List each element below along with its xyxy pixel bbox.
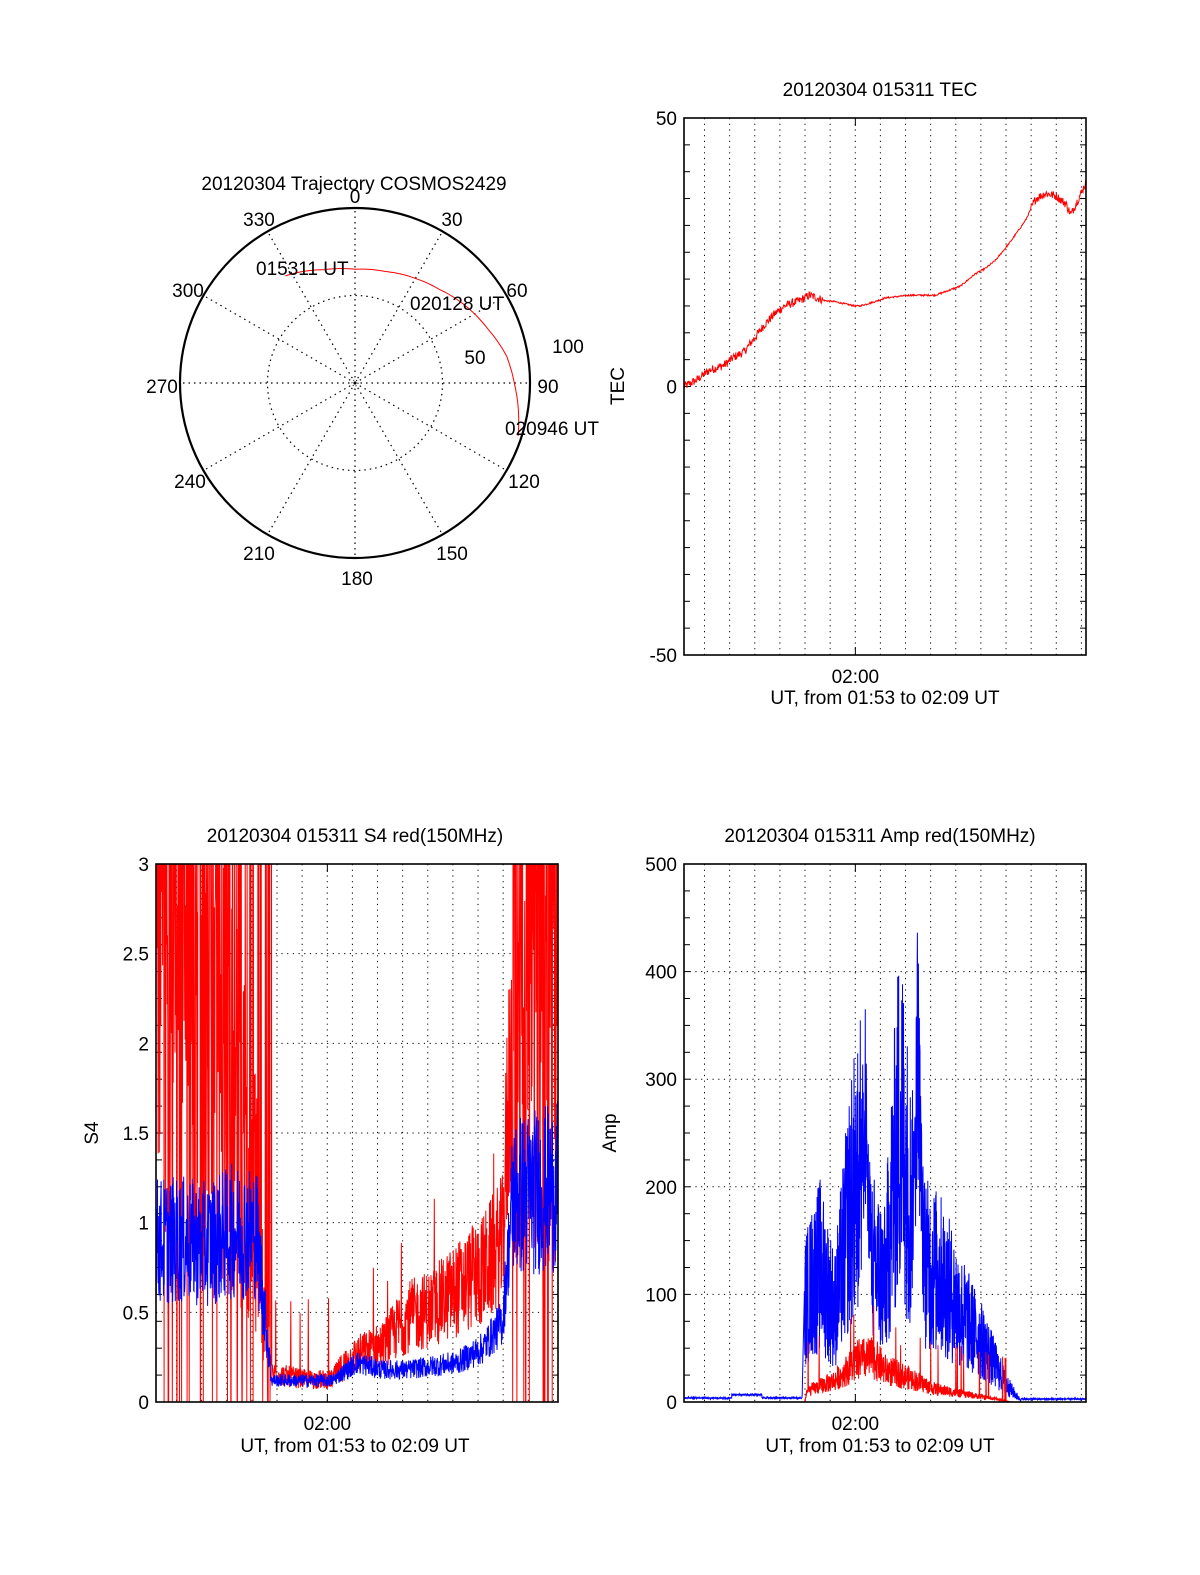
y-tick-label: 0 (138, 1393, 149, 1414)
y-tick-label: 200 (645, 1178, 677, 1199)
polar-title: 20120304 Trajectory COSMOS2429 (201, 174, 506, 195)
amp-title: 20120304 015311 Amp red(150MHz) (724, 826, 1035, 847)
polar-label-60: 60 (506, 281, 527, 302)
polar-ring-50 (266, 294, 444, 472)
tec-series-line (684, 168, 1086, 388)
polar-label-30: 30 (441, 210, 462, 231)
x-tick-label: 02:00 (832, 667, 880, 688)
s4-ylabel: S4 (82, 1121, 103, 1145)
s4-blue-series (156, 1101, 558, 1389)
polar-spoke-210 (266, 382, 356, 535)
y-tick-label: 300 (645, 1070, 677, 1091)
amp-red-series (684, 1305, 1086, 1402)
x-tick-label: 02:00 (304, 1414, 352, 1435)
polar-center (351, 379, 359, 387)
s4-plot: 20120304 015311 S4 red(150MHz) UT, from … (82, 826, 559, 1457)
y-tick-label: 400 (645, 963, 677, 984)
y-tick-label: 0 (666, 378, 677, 399)
tec-ylabel: TEC (608, 367, 629, 405)
polar-outer-ring (178, 206, 532, 560)
polar-radial-label-50: 50 (464, 348, 485, 369)
plot-frame (683, 117, 1087, 656)
polar-label-300: 300 (172, 281, 204, 302)
y-tick-label: 0.5 (123, 1303, 149, 1324)
polar-spoke-120 (354, 382, 507, 472)
trajectory-annotation: 020128 UT (410, 294, 504, 315)
polar-label-330: 330 (243, 210, 275, 231)
polar-label-210: 210 (243, 544, 275, 565)
s4-xlabel: UT, from 01:53 to 02:09 UT (240, 1436, 470, 1457)
tec-title: 20120304 015311 TEC (783, 80, 978, 101)
polar-label-150: 150 (436, 544, 468, 565)
s4-title: 20120304 015311 S4 red(150MHz) (207, 826, 503, 847)
trajectory-line (285, 268, 520, 437)
tec-xlabel: UT, from 01:53 to 02:09 UT (770, 688, 1000, 709)
trajectory-annotations: 015311 UT 020128 UT 020946 UT (256, 259, 599, 440)
polar-label-270: 270 (146, 377, 178, 398)
polar-label-240: 240 (174, 472, 206, 493)
amp-ylabel: Amp (600, 1113, 621, 1152)
polar-spoke-240 (203, 382, 356, 472)
plot-frame (683, 863, 1087, 1403)
polar-grid (178, 206, 532, 560)
amp-plot: 20120304 015311 Amp red(150MHz) UT, from… (600, 826, 1087, 1457)
y-tick-label: 50 (656, 109, 677, 130)
polar-radial-label-100: 100 (552, 337, 584, 358)
polar-label-0: 0 (350, 187, 361, 208)
polar-trajectory-plot: 20120304 Trajectory COSMOS2429 0 30 60 90 12… (146, 174, 599, 590)
y-tick-label: -50 (650, 646, 677, 667)
y-tick-label: 1 (138, 1214, 149, 1235)
polar-label-90: 90 (537, 377, 558, 398)
y-tick-label: 100 (645, 1285, 677, 1306)
tec-plot: 20120304 015311 TEC UT, from 01:53 to 02… (608, 80, 1087, 709)
polar-spoke-150 (354, 382, 444, 535)
amp-blue-series (684, 932, 1086, 1402)
y-tick-label: 3 (138, 855, 149, 876)
polar-label-180: 180 (341, 569, 373, 590)
y-tick-label: 1.5 (123, 1124, 149, 1145)
polar-label-120: 120 (508, 472, 540, 493)
amp-xlabel: UT, from 01:53 to 02:09 UT (765, 1436, 995, 1457)
x-tick-label: 02:00 (832, 1414, 880, 1435)
plot-frame (155, 863, 559, 1403)
trajectory-annotation: 015311 UT (256, 259, 349, 280)
trajectory-annotation: 020946 UT (505, 419, 599, 440)
polar-spoke-330 (266, 231, 356, 384)
y-tick-label: 2.5 (123, 945, 149, 966)
y-tick-label: 500 (645, 855, 677, 876)
y-tick-label: 0 (666, 1393, 677, 1414)
y-tick-label: 2 (138, 1034, 149, 1055)
polar-angle-labels: 0 30 60 90 120 150 180 210 240 270 300 330 50 100 (146, 187, 584, 590)
